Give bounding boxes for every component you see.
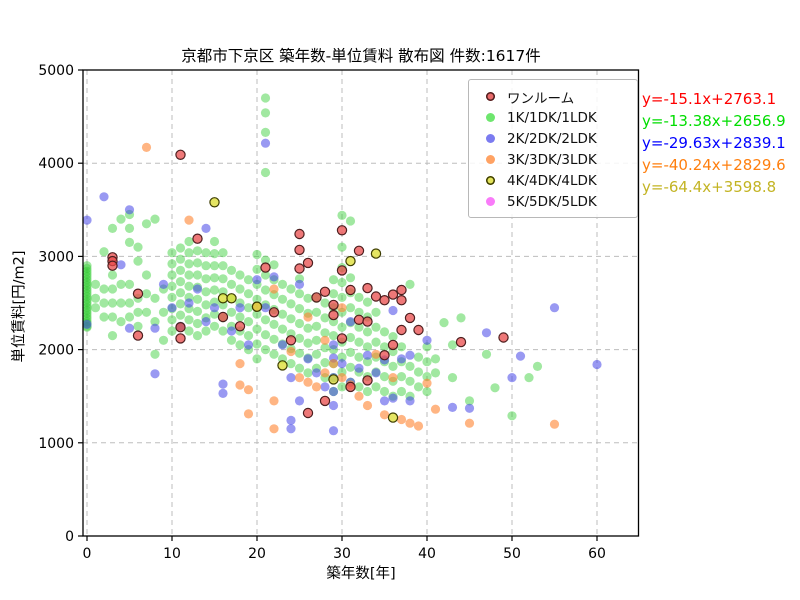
y-tick-label: 3000 (38, 249, 74, 265)
legend-label: 2K/2DK/2LDK (507, 130, 597, 147)
legend-item: 5K/5DK/5LDK (477, 191, 629, 212)
y-tick-label: 2000 (38, 343, 74, 359)
series-2K/2DK/2LDK (82, 138, 602, 436)
y-tick-label: 0 (65, 529, 74, 545)
regression-equations: y=-15.1x+2763.1 y=-13.38x+2656.9 y=-29.63x… (642, 88, 800, 198)
legend-item: 2K/2DK/2LDK (477, 128, 629, 149)
legend-marker-icon (486, 134, 495, 143)
x-axis-label: 築年数[年] (326, 566, 396, 582)
x-tick-label: 20 (248, 546, 266, 562)
x-tick-label: 60 (588, 546, 606, 562)
legend-label: 5K/5DK/5LDK (507, 193, 597, 210)
legend-item: 4K/4DK/4LDK (477, 170, 629, 191)
legend-label: 1K/1DK/1LDK (507, 109, 597, 126)
y-axis-label: 単位賃料[円/m2] (11, 250, 28, 363)
x-tick-label: 0 (83, 546, 92, 562)
legend-marker-icon (486, 92, 495, 101)
regression-equation: y=-40.24x+2829.6 (642, 156, 786, 174)
regression-equation: y=-13.38x+2656.9 (642, 112, 786, 130)
legend-item: ワンルーム (477, 86, 629, 107)
y-tick-label: 5000 (38, 63, 74, 79)
legend-label: 3K/3DK/3LDK (507, 151, 597, 168)
legend: ワンルーム 1K/1DK/1LDK 2K/2DK/2LDK 3K/3DK/3LDK 4K… (468, 79, 638, 218)
regression-equation: y=-64.4x+3598.8 (642, 178, 777, 196)
y-tick-label: 4000 (38, 156, 74, 172)
chart-title: 京都市下京区 築年数-単位賃料 散布図 件数:1617件 (181, 47, 541, 65)
series-ワンルーム (107, 149, 509, 419)
legend-item: 1K/1DK/1LDK (477, 107, 629, 128)
x-tick-label: 30 (333, 546, 351, 562)
legend-label: 4K/4DK/4LDK (507, 172, 597, 189)
x-tick-label: 50 (503, 546, 521, 562)
regression-equation: y=-15.1x+2763.1 (642, 90, 777, 108)
y-tick-label: 1000 (38, 436, 74, 452)
series-4K/4DK/4LDK (209, 197, 399, 423)
regression-equation: y=-29.63x+2839.1 (642, 134, 786, 152)
axes-box (82, 69, 640, 537)
legend-marker-icon (486, 176, 495, 185)
legend-marker-icon (486, 113, 495, 122)
legend-item: 3K/3DK/3LDK (477, 149, 629, 170)
x-tick-label: 40 (418, 546, 436, 562)
legend-marker-icon (486, 155, 495, 164)
legend-label: ワンルーム (507, 90, 575, 107)
legend-marker-icon (486, 197, 495, 206)
x-tick-label: 10 (163, 546, 181, 562)
